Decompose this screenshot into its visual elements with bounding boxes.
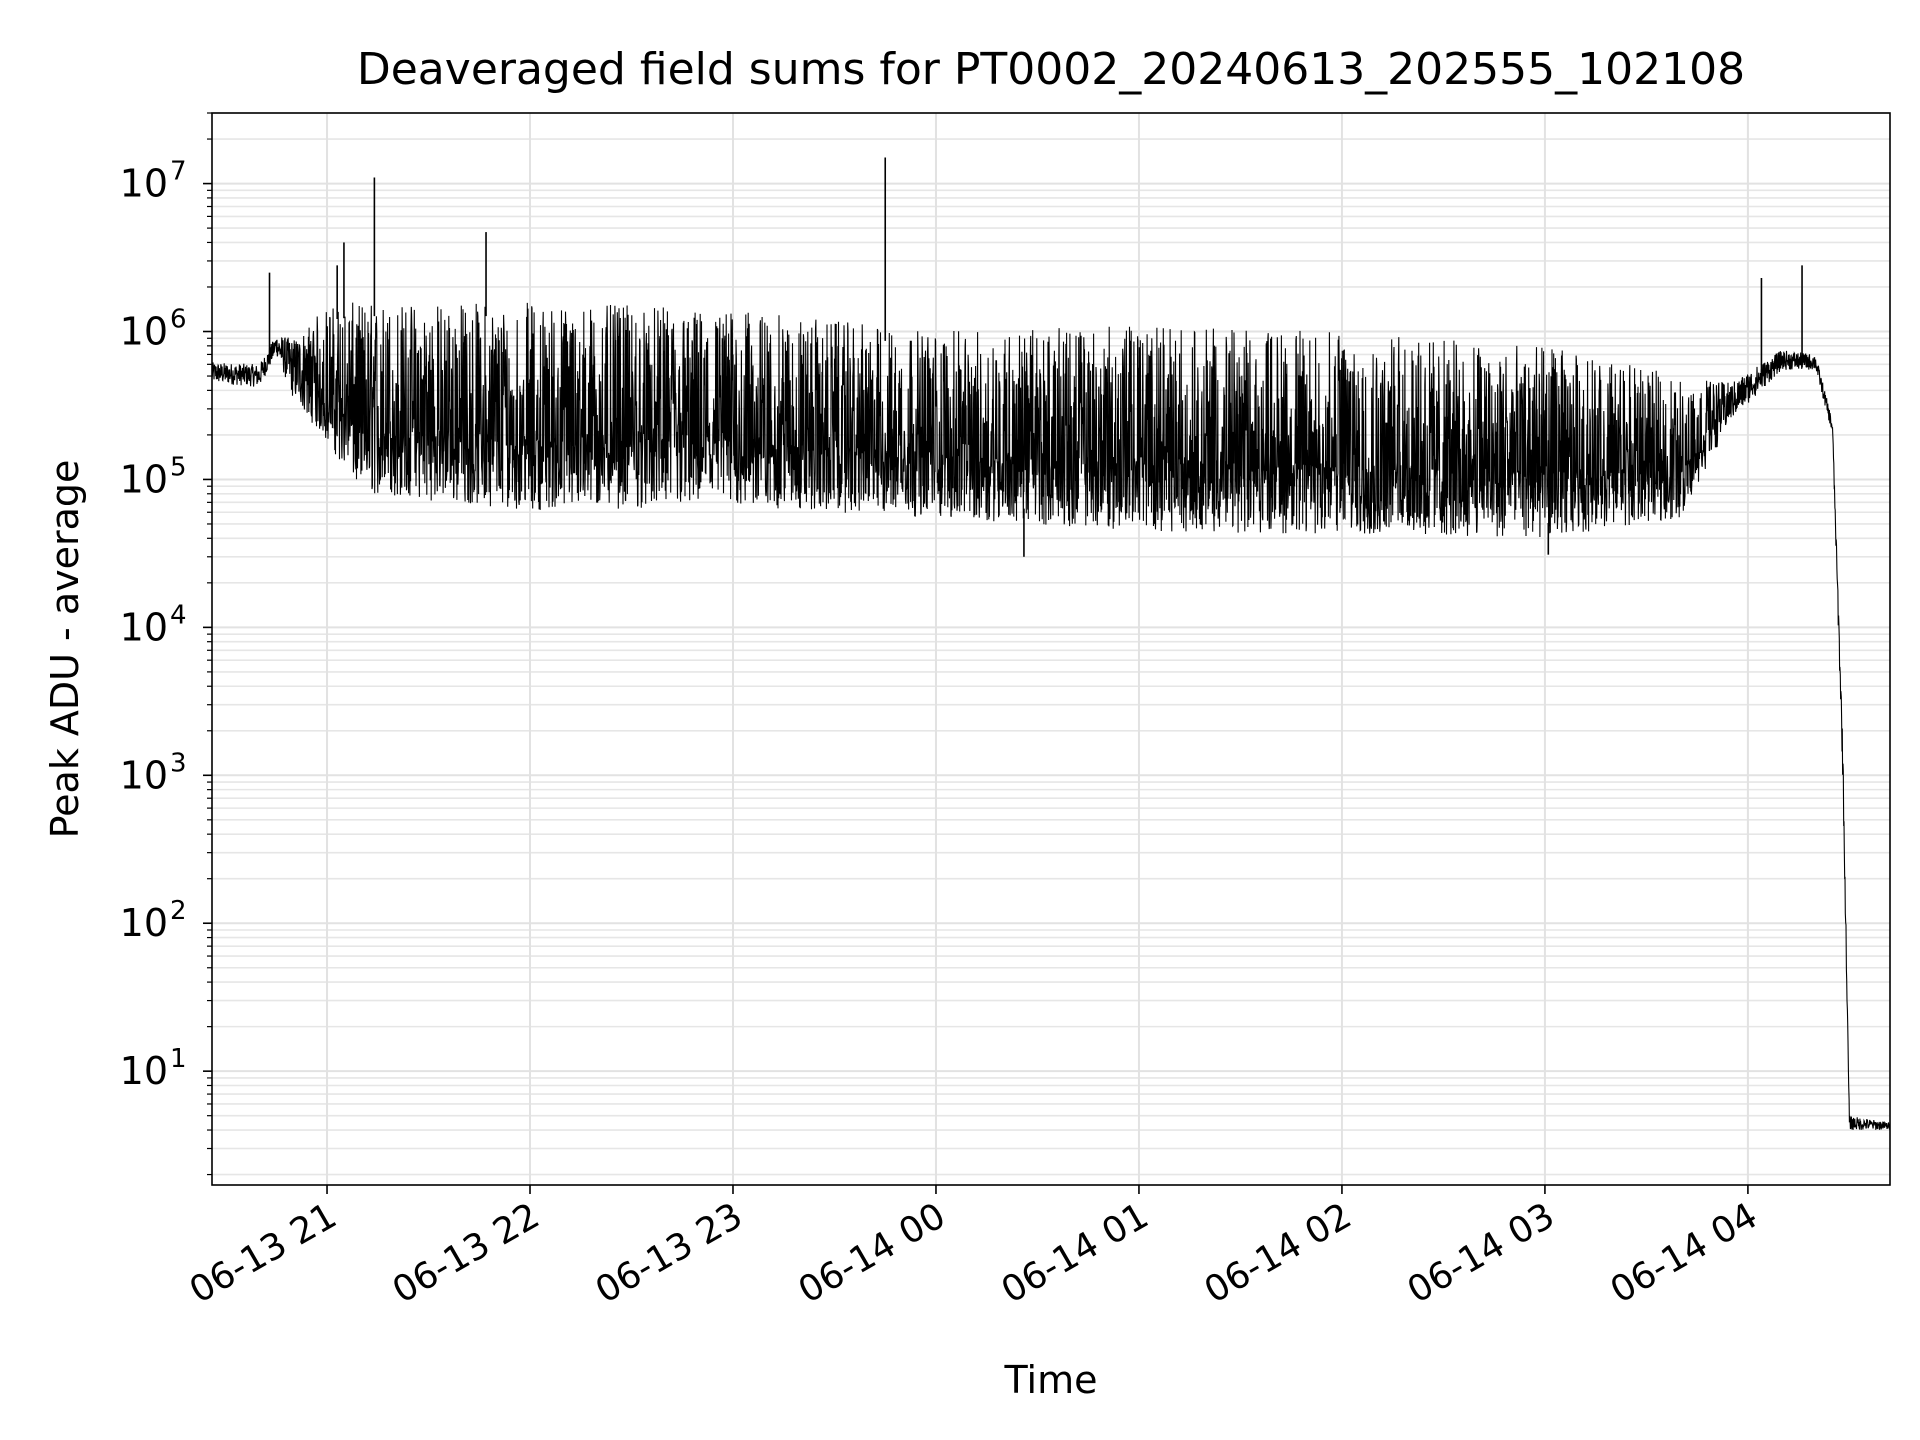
y-tick-label: 10 [120, 457, 168, 501]
x-tick-label: 06-13 22 [386, 1195, 547, 1311]
x-axis-label: Time [1004, 1358, 1098, 1402]
ticks-layer [203, 112, 1749, 1194]
y-tick-label: 10 [120, 901, 168, 945]
y-tick-exponent: 7 [170, 157, 187, 187]
series-line [211, 302, 1891, 1130]
y-tick-exponent: 2 [170, 896, 187, 926]
x-tick-label: 06-14 00 [792, 1195, 953, 1311]
x-tick-label: 06-13 21 [183, 1195, 344, 1311]
y-tick-label: 10 [120, 605, 168, 649]
y-tick-exponent: 1 [170, 1044, 187, 1074]
x-tick-label: 06-14 01 [995, 1195, 1156, 1311]
y-tick-label: 10 [120, 310, 168, 354]
y-tick-exponent: 5 [170, 452, 187, 482]
x-tick-label: 06-14 02 [1198, 1195, 1359, 1311]
grid-layer [212, 112, 1890, 1185]
y-tick-exponent: 4 [170, 600, 187, 630]
y-tick-label: 10 [120, 753, 168, 797]
chart-title: Deaveraged field sums for PT0002_2024061… [357, 44, 1745, 95]
x-tick-label: 06-14 04 [1604, 1195, 1765, 1311]
y-tick-label: 10 [120, 1049, 168, 1093]
x-tick-label: 06-13 23 [589, 1195, 750, 1311]
x-tick-label: 06-14 03 [1401, 1195, 1562, 1311]
y-tick-exponent: 6 [170, 305, 187, 335]
y-tick-label: 10 [120, 162, 168, 206]
plot-frame [211, 112, 1891, 1186]
y-tick-exponent: 3 [170, 748, 187, 778]
y-axis-label: Peak ADU - average [43, 460, 87, 839]
series-layer [211, 157, 1891, 1130]
